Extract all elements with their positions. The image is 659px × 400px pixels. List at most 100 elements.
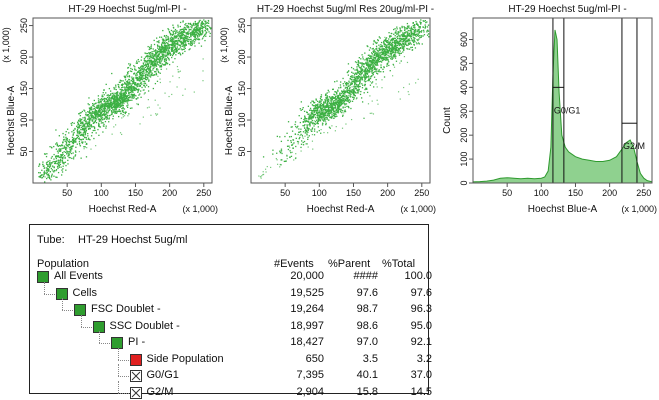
scatter-point [322, 119, 324, 121]
scatter-point [360, 90, 362, 93]
scatter-point [66, 137, 68, 140]
scatter-point [308, 135, 310, 137]
scatter-point [384, 51, 387, 54]
scatter-point [145, 75, 147, 77]
scatter-point [41, 176, 44, 179]
scatter-point [376, 99, 378, 101]
scatter-point [85, 136, 87, 139]
scatter-point [129, 97, 131, 99]
scatter-point [203, 35, 205, 38]
scatter-point [121, 94, 123, 96]
scatter-point [369, 77, 372, 80]
scatter-point [377, 53, 379, 56]
scatter-point [198, 31, 200, 33]
scatter-point [154, 63, 157, 66]
scatter-point [128, 76, 131, 78]
scatter-point [336, 103, 339, 106]
scatter-point [58, 160, 61, 162]
scatter-point [62, 139, 65, 141]
scatter-point [76, 128, 79, 131]
scatter-point [381, 45, 383, 47]
scatter-point [313, 122, 316, 125]
gate-visibility-checkbox[interactable] [55, 287, 68, 300]
scatter-point [344, 104, 346, 106]
scatter-point [175, 37, 177, 39]
scatter-point [63, 151, 65, 153]
scatter-point [408, 35, 410, 37]
scatter-point [70, 150, 72, 152]
scatter-point [115, 99, 118, 101]
scatter-point [101, 122, 103, 124]
scatter-point [399, 31, 401, 33]
scatter-point [306, 134, 308, 136]
gate-visibility-checkbox[interactable] [129, 353, 142, 366]
scatter-point [200, 45, 203, 47]
scatter-point [368, 79, 370, 82]
scatter-point [182, 21, 184, 23]
scatter-point [105, 103, 107, 105]
scatter-point [202, 26, 204, 29]
scatter-point [306, 111, 308, 114]
scatter-point [119, 103, 122, 105]
scatter-point [322, 104, 325, 106]
gate-visibility-checkbox[interactable] [37, 271, 49, 283]
tree-connector [62, 298, 63, 310]
scatter-point [315, 107, 318, 109]
scatter-point [128, 79, 131, 81]
scatter-point [205, 21, 207, 23]
gate-visibility-checkbox[interactable] [92, 320, 105, 333]
scatter-point [165, 49, 167, 51]
scatter-point [64, 147, 67, 149]
scatter-point [315, 119, 318, 121]
scatter-point [95, 132, 97, 134]
scatter-point [305, 128, 307, 131]
gate-label: G0/G1 [554, 105, 581, 115]
scatter-point [210, 27, 212, 29]
scatter-point [143, 69, 145, 71]
gate-cross-icon[interactable] [129, 386, 142, 399]
scatter-point [374, 58, 377, 60]
gate-visibility-checkbox[interactable] [111, 337, 123, 349]
scatter-point [400, 60, 402, 62]
scatter-point [88, 104, 90, 106]
scatter-point [106, 109, 108, 111]
scatter-point [343, 112, 345, 114]
scatter-point [416, 33, 418, 35]
scatter-point [185, 24, 187, 27]
scatter-point [146, 107, 149, 109]
scatter-point [175, 31, 177, 34]
scatter-point [384, 57, 386, 59]
scatter-point [129, 99, 131, 101]
scatter-point [73, 122, 75, 124]
parent-value: 98.7 [356, 303, 378, 315]
scatter-point [123, 111, 125, 113]
scatter-point [184, 39, 186, 41]
scatter-point [401, 26, 403, 29]
scatter-point [161, 47, 164, 49]
scatter-point [298, 137, 300, 140]
scatter-point [347, 91, 350, 94]
scatter-point [70, 145, 72, 148]
scatter-point [142, 116, 144, 118]
scatter-point [356, 90, 359, 92]
scatter-point [362, 56, 364, 58]
gate-cross-icon[interactable] [129, 370, 142, 382]
scatter-point [299, 121, 302, 124]
scatter-point [193, 38, 195, 41]
scatter-point [184, 88, 186, 90]
scatter-point [51, 169, 53, 171]
scatter-point [415, 31, 417, 33]
scatter-point [139, 72, 142, 75]
scatter-point [304, 132, 306, 134]
scatter-point [52, 170, 54, 173]
scatter-point [170, 53, 172, 56]
scatter-point [140, 90, 142, 92]
y-tick-label: 600 [459, 32, 469, 47]
scatter-point [142, 63, 145, 65]
tree-connector [117, 364, 119, 376]
scatter-point [179, 21, 182, 24]
scatter-point [357, 71, 359, 73]
scatter-point [154, 52, 157, 54]
gate-visibility-checkbox[interactable] [74, 304, 86, 316]
scatter-point [315, 107, 317, 109]
